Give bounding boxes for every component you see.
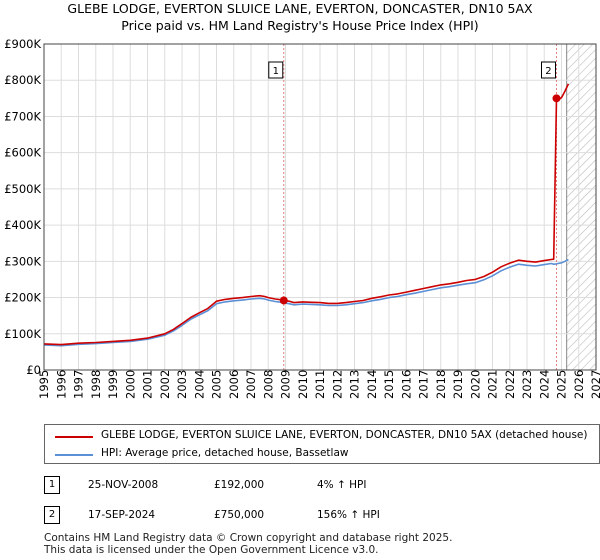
annotation-box: [268, 61, 284, 79]
y-tick-label: £300K: [4, 254, 41, 268]
hpi-line: [43, 258, 569, 347]
transaction-hpi: 4% ↑ HPI: [317, 479, 367, 491]
sale-point: [279, 296, 288, 305]
chart-title: GLEBE LODGE, EVERTON SLUICE LANE, EVERTO…: [67, 1, 533, 16]
legend-swatch-hpi: [55, 454, 93, 456]
y-tick-label: £900K: [4, 37, 41, 51]
x-tick-label: 2015: [382, 370, 396, 399]
annotation-box: [540, 61, 556, 79]
y-tick-label: £0: [26, 363, 41, 377]
x-tick-label: 1996: [54, 370, 68, 399]
x-tick-label: 1997: [72, 370, 86, 399]
sale-point: [552, 94, 561, 103]
x-tick-label: 2016: [399, 370, 413, 399]
y-tick-label: £700K: [4, 109, 41, 123]
price-chart: 1 2 £0 £100K £200K £300K £400K £500K £600K £700K £…: [4, 37, 600, 399]
x-tick-label: 2012: [330, 370, 344, 399]
property-price-line: [43, 83, 570, 346]
legend-label-property: GLEBE LODGE, EVERTON SLUICE LANE, EVERTO…: [101, 429, 588, 441]
y-tick-label: £100K: [4, 327, 41, 341]
footer-copyright: Contains HM Land Registry data © Crown c…: [44, 532, 453, 544]
x-tick-label: 2010: [296, 370, 310, 399]
transaction-price: £192,000: [214, 479, 265, 491]
x-tick-label: 1998: [89, 370, 103, 399]
y-tick-label: £200K: [4, 291, 41, 305]
x-tick-label: 2008: [261, 370, 275, 399]
x-tick-label: 2009: [279, 370, 293, 399]
x-tick-label: 2020: [468, 370, 482, 399]
x-tick-label: 2011: [313, 370, 327, 399]
legend-label-hpi: HPI: Average price, detached house, Bass…: [101, 447, 349, 459]
x-tick-label: 2013: [348, 370, 362, 399]
transaction-badge: 1: [44, 476, 60, 494]
x-tick-label: 2018: [434, 370, 448, 399]
x-tick-label: 2006: [227, 370, 241, 399]
x-tick-label: 2002: [158, 370, 172, 399]
annotation-label: 1: [273, 66, 279, 77]
transaction-badge: 2: [44, 506, 60, 524]
x-tick-label: 2000: [123, 370, 137, 399]
x-tick-label: 2019: [451, 370, 465, 399]
y-tick-label: £400K: [4, 218, 41, 232]
x-tick-label: 2021: [486, 370, 500, 399]
transaction-date: 17-SEP-2024: [88, 509, 156, 521]
x-tick-label: 1999: [106, 370, 120, 399]
transaction-hpi: 156% ↑ HPI: [317, 509, 380, 521]
transaction-price: £750,000: [214, 509, 265, 521]
chart-legend: GLEBE LODGE, EVERTON SLUICE LANE, EVERTO…: [44, 424, 600, 464]
x-tick-label: 2027: [589, 370, 600, 399]
forecast-region: [566, 44, 596, 370]
y-tick-label: £800K: [4, 73, 41, 87]
x-tick-label: 2026: [572, 370, 586, 399]
y-tick-label: £600K: [4, 146, 41, 160]
x-tick-label: 2022: [503, 370, 517, 399]
x-tick-label: 2025: [555, 370, 569, 399]
x-tick-label: 2007: [244, 370, 258, 399]
chart-subtitle: Price paid vs. HM Land Registry's House …: [121, 18, 479, 33]
plot-frame: [43, 43, 597, 371]
x-tick-label: 1995: [37, 370, 51, 399]
x-tick-label: 2023: [520, 370, 534, 399]
transaction-row: 1 25-NOV-2008 £192,000 4% ↑ HPI: [44, 476, 600, 496]
x-tick-label: 2024: [537, 370, 551, 399]
x-tick-label: 2017: [417, 370, 431, 399]
annotation-label: 2: [545, 66, 551, 77]
x-tick-label: 2014: [365, 370, 379, 399]
transaction-row: 2 17-SEP-2024 £750,000 156% ↑ HPI: [44, 506, 600, 526]
legend-swatch-property: [55, 436, 93, 438]
transaction-date: 25-NOV-2008: [88, 479, 159, 491]
x-tick-label: 2005: [210, 370, 224, 399]
footer-licence: This data is licensed under the Open Gov…: [44, 544, 379, 556]
x-tick-label: 2003: [175, 370, 189, 399]
y-tick-label: £500K: [4, 182, 41, 196]
x-tick-label: 2004: [192, 370, 206, 399]
x-tick-label: 2001: [141, 370, 155, 399]
